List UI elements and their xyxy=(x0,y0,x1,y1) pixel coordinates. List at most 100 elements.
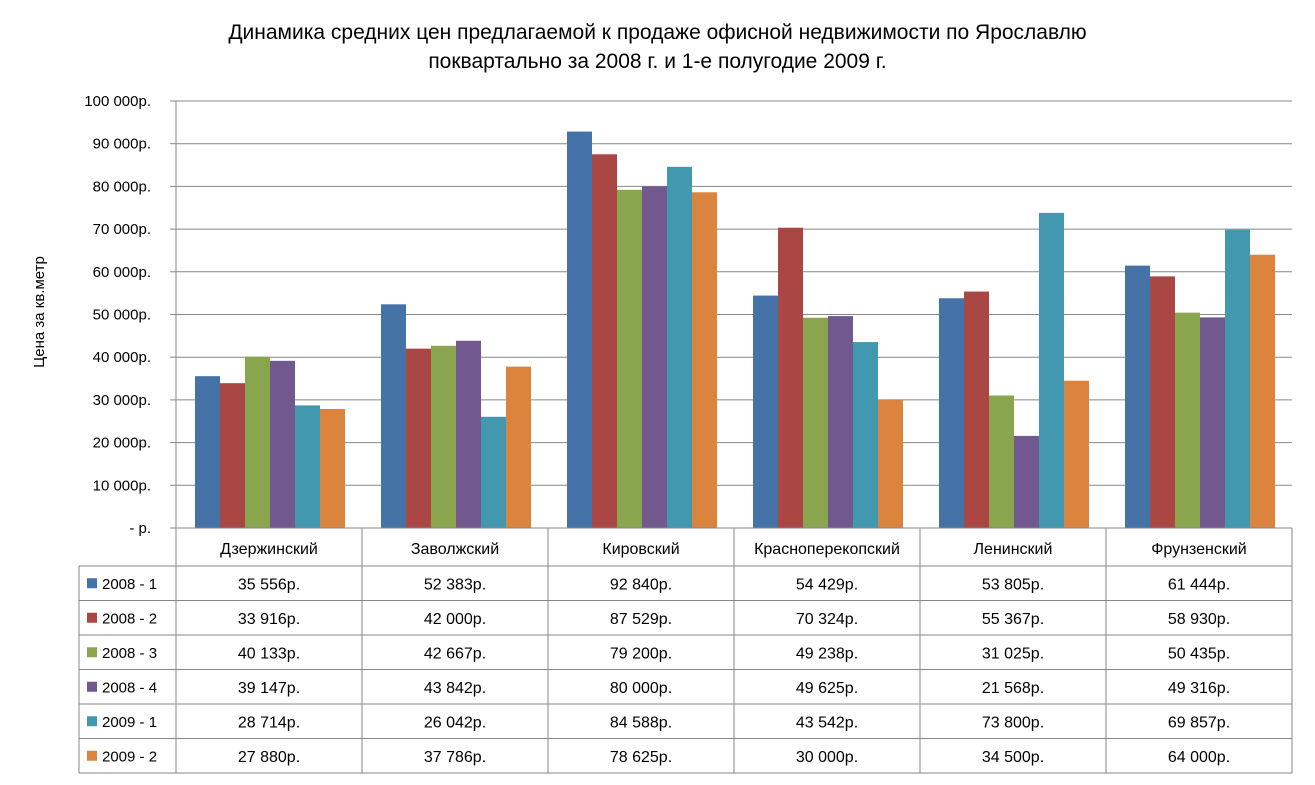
table-cell-value: 49 238р. xyxy=(796,645,858,662)
chart-title: Динамика средних цен предлагаемой к прод… xyxy=(0,18,1315,76)
bar xyxy=(642,186,667,528)
bar xyxy=(828,316,853,528)
y-tick-label: 90 000р. xyxy=(93,136,151,153)
bars xyxy=(195,131,1275,529)
table-cell-value: 30 000р. xyxy=(796,749,858,766)
series-name: 2009 - 2 xyxy=(102,748,157,765)
bar xyxy=(431,345,456,528)
bar xyxy=(853,342,878,528)
bar xyxy=(1200,317,1225,528)
y-tick-label: 60 000р. xyxy=(93,264,151,281)
chart-title-line-2: поквартально за 2008 г. и 1-е полугодие … xyxy=(428,50,887,73)
bar xyxy=(989,395,1014,528)
table-cell-value: 27 880р. xyxy=(238,749,300,766)
table-cell-value: 79 200р. xyxy=(610,645,672,662)
series-name: 2009 - 1 xyxy=(102,714,157,731)
y-tick-label: 10 000р. xyxy=(93,477,151,494)
table-cell-value: 73 800р. xyxy=(982,714,1044,731)
table-cell-value: 49 625р. xyxy=(796,680,858,697)
bar xyxy=(220,383,245,528)
table-cell-value: 34 500р. xyxy=(982,749,1044,766)
bar xyxy=(1250,254,1275,528)
table-cell-value: 55 367р. xyxy=(982,611,1044,628)
bar xyxy=(245,356,270,528)
table-cell-value: 70 324р. xyxy=(796,611,858,628)
table-cell-value: 26 042р. xyxy=(424,714,486,731)
bar xyxy=(320,408,345,528)
table-cell-value: 64 000р. xyxy=(1168,749,1230,766)
bar xyxy=(506,366,531,528)
legend-swatch xyxy=(87,612,97,623)
legend-swatch xyxy=(87,681,97,692)
table-cell-value: 33 916р. xyxy=(238,611,300,628)
bar xyxy=(617,189,642,529)
table-cell-value: 87 529р. xyxy=(610,611,672,628)
table-cell-value: 69 857р. xyxy=(1168,714,1230,731)
bar xyxy=(592,154,617,529)
y-tick-label: 30 000р. xyxy=(93,392,151,409)
table-cell-value: 80 000р. xyxy=(610,680,672,697)
y-tick-label: 50 000р. xyxy=(93,307,151,324)
table-cell-value: 21 568р. xyxy=(982,680,1044,697)
category-label: Заволжский xyxy=(411,541,499,558)
y-tick-label: 20 000р. xyxy=(93,435,151,452)
table-cell-value: 53 805р. xyxy=(982,576,1044,593)
bar xyxy=(803,317,828,528)
series-name: 2008 - 2 xyxy=(102,610,157,627)
gridlines xyxy=(170,100,1292,529)
category-label: Дзержинский xyxy=(220,541,318,558)
bar xyxy=(270,360,295,528)
bar xyxy=(1039,212,1064,528)
table-cell-value: 37 786р. xyxy=(424,749,486,766)
table-cell-value: 43 842р. xyxy=(424,680,486,697)
series-name: 2008 - 1 xyxy=(102,576,157,593)
bar xyxy=(667,166,692,528)
category-label: Фрунзенский xyxy=(1151,541,1246,558)
table-cell-value: 54 429р. xyxy=(796,576,858,593)
y-tick-label: 100 000р. xyxy=(84,93,151,110)
table-cell-value: 92 840р. xyxy=(610,576,672,593)
table-cell-value: 39 147р. xyxy=(238,680,300,697)
bar xyxy=(878,399,903,528)
table-cell-value: 78 625р. xyxy=(610,749,672,766)
category-label: Кировский xyxy=(602,541,679,558)
y-tick-label: 40 000р. xyxy=(93,349,151,366)
bar xyxy=(778,227,803,528)
table-cell-value: 49 316р. xyxy=(1168,680,1230,697)
legend-swatch xyxy=(87,647,97,658)
bar xyxy=(406,348,431,528)
table-cell-value: 50 435р. xyxy=(1168,645,1230,662)
chart-title-line-1: Динамика средних цен предлагаемой к прод… xyxy=(228,21,1087,44)
table-cell-value: 52 383р. xyxy=(424,576,486,593)
table-cell-value: 31 025р. xyxy=(982,645,1044,662)
table-cell-value: 28 714р. xyxy=(238,714,300,731)
table-cell-value: 42 667р. xyxy=(424,645,486,662)
bar xyxy=(1175,312,1200,528)
category-label: Ленинский xyxy=(974,541,1053,558)
bar xyxy=(195,376,220,528)
bar xyxy=(753,295,778,528)
bar xyxy=(481,416,506,528)
legend-swatch xyxy=(87,750,97,761)
bar xyxy=(1225,229,1250,528)
table-cell-value: 84 588р. xyxy=(610,714,672,731)
bar xyxy=(1125,265,1150,528)
bar xyxy=(1150,276,1175,528)
legend-swatch xyxy=(87,578,97,589)
bar xyxy=(456,340,481,528)
bar xyxy=(1014,435,1039,528)
bar xyxy=(1064,380,1089,528)
data-table: Дзержинский Заволжский Кировский Краснопере… xyxy=(78,527,1293,774)
bar xyxy=(381,304,406,528)
y-axis-ticks: - р. 10 000р. 20 000р. 30 000р. 40 000р. 50 0… xyxy=(84,93,151,537)
series-name: 2008 - 4 xyxy=(102,679,157,696)
bar xyxy=(295,405,320,528)
y-tick-label: 80 000р. xyxy=(93,178,151,195)
bar xyxy=(692,192,717,529)
table-cell-value: 58 930р. xyxy=(1168,611,1230,628)
table-cell-value: 61 444р. xyxy=(1168,576,1230,593)
series-name: 2008 - 3 xyxy=(102,645,157,662)
table-cell-value: 35 556р. xyxy=(238,576,300,593)
y-tick-label: 70 000р. xyxy=(93,221,151,238)
